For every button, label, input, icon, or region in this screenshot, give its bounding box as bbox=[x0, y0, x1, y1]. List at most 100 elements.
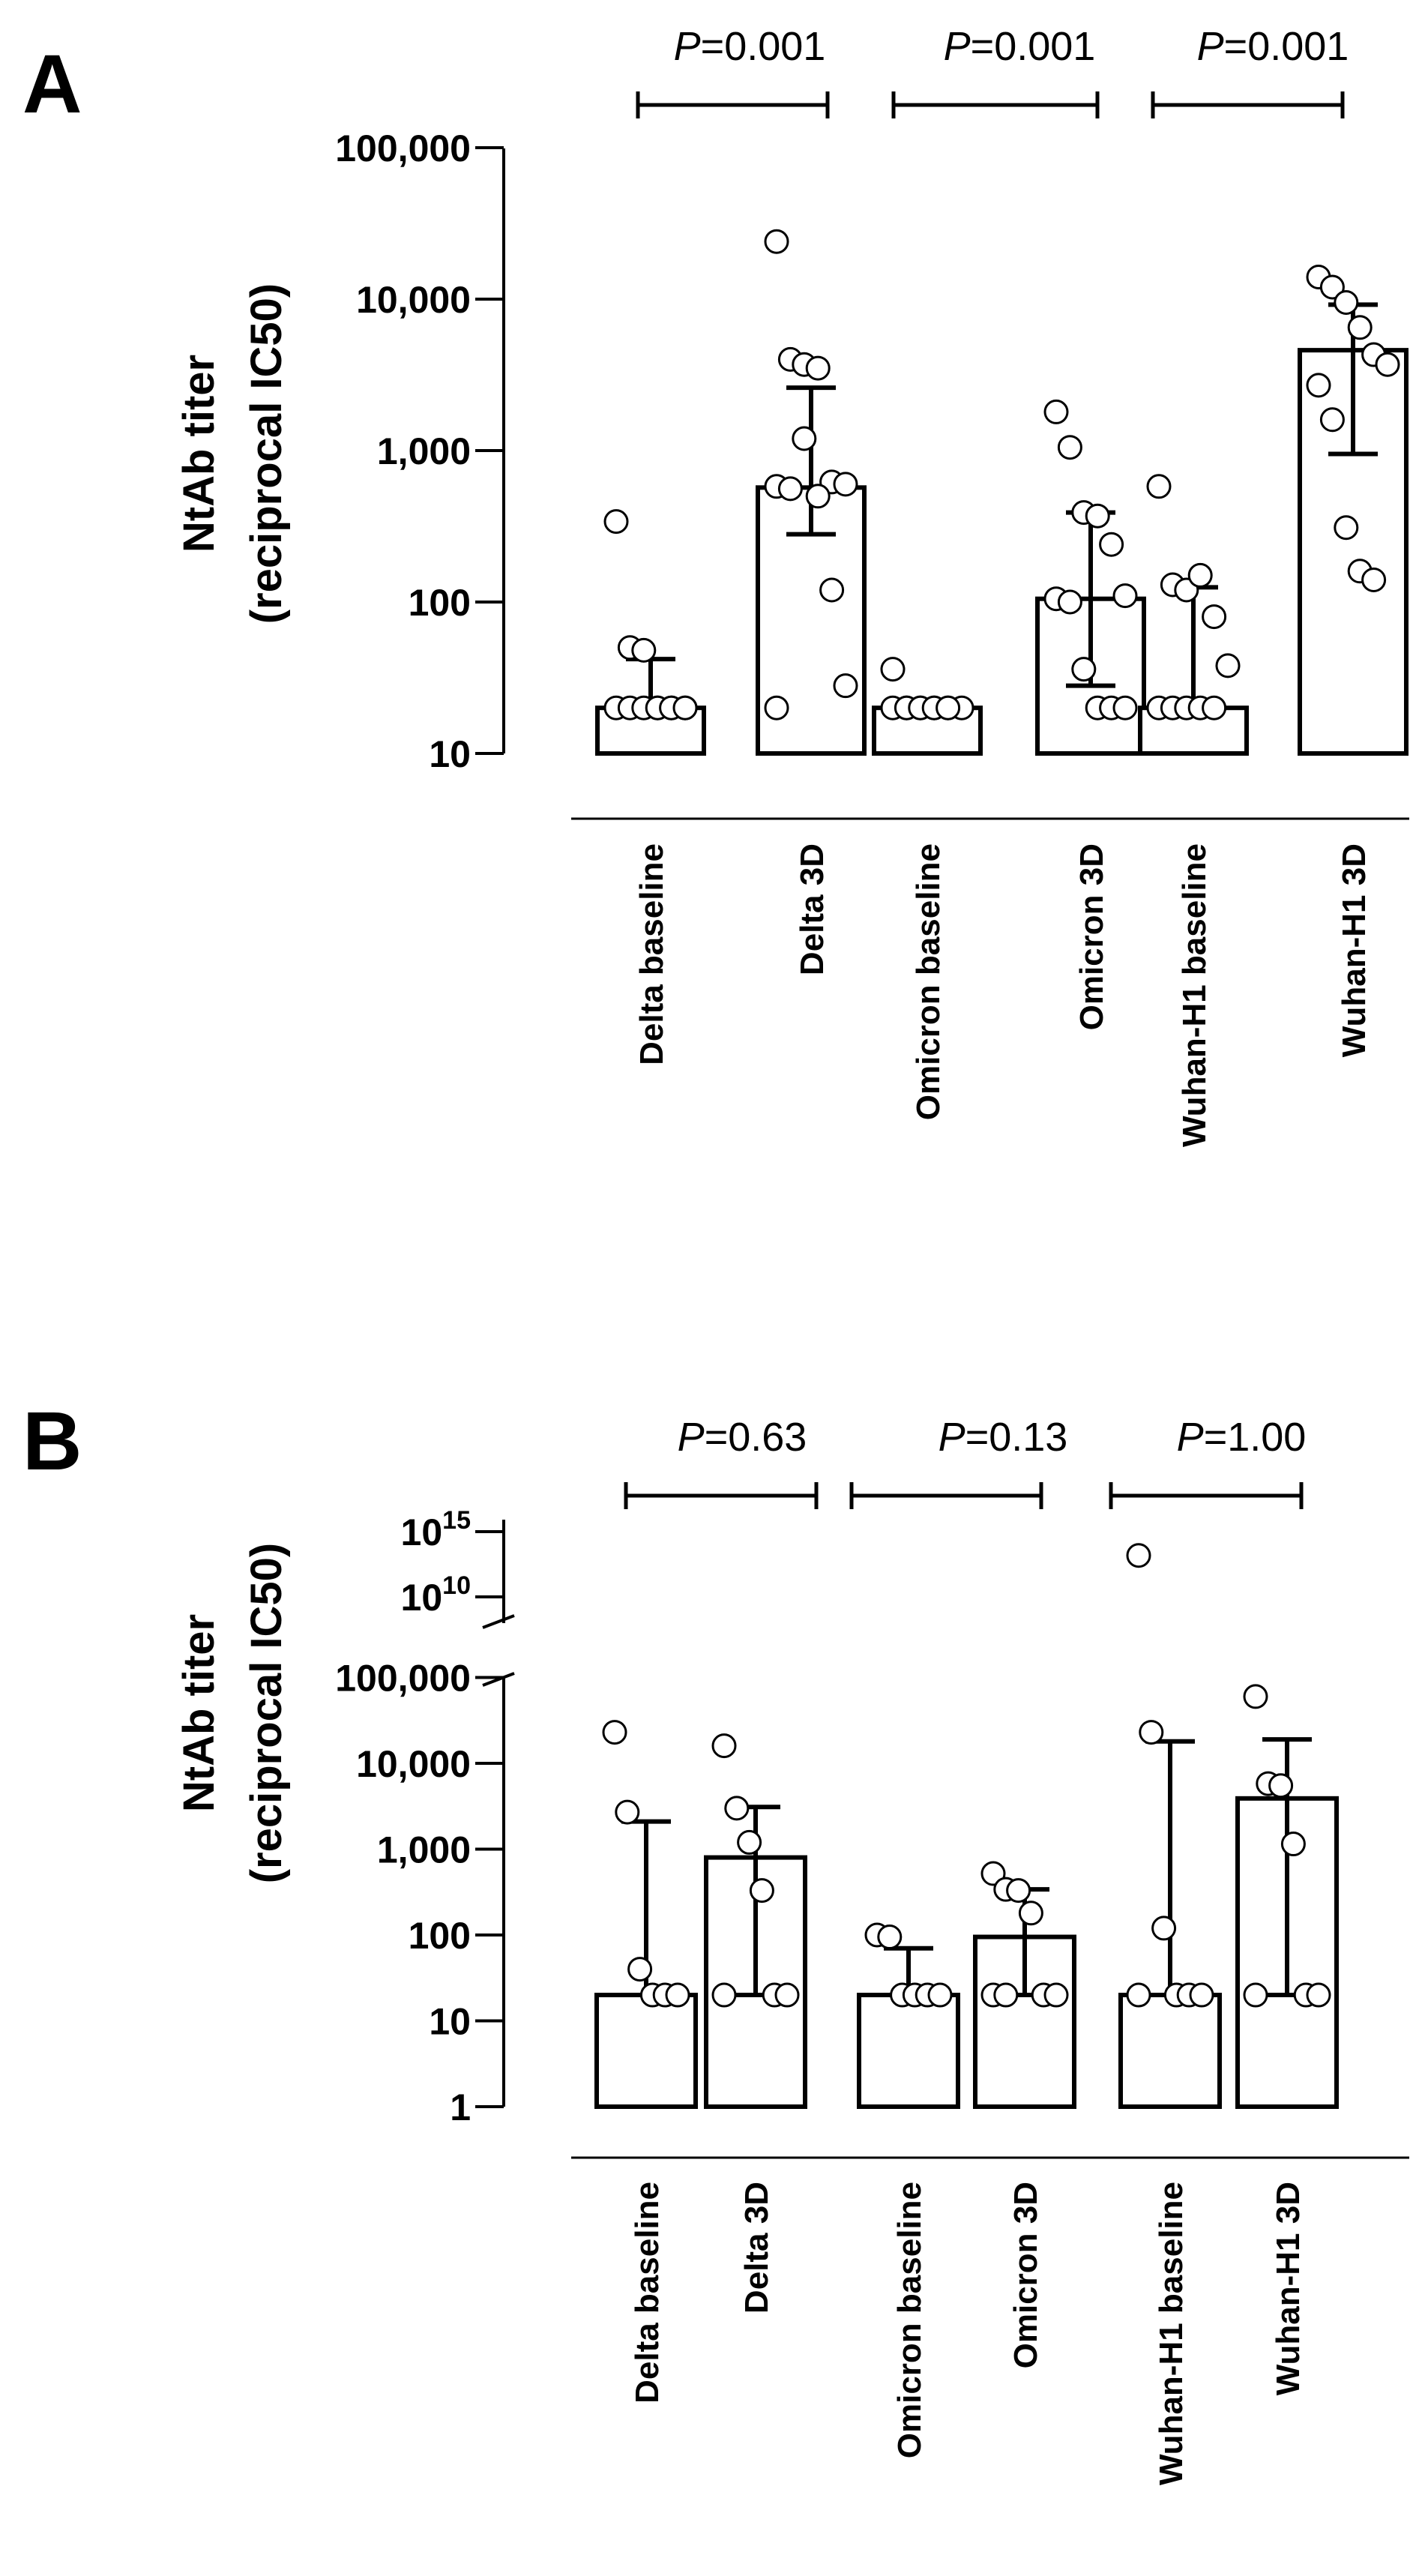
p-value: =0.001 bbox=[1224, 24, 1349, 69]
data-point bbox=[764, 229, 789, 254]
data-point bbox=[1189, 1982, 1214, 2008]
data-point bbox=[1306, 1982, 1331, 2008]
data-point bbox=[737, 1829, 762, 1855]
data-point bbox=[774, 1982, 800, 2008]
y-tick-label: 1,000 bbox=[377, 430, 471, 472]
data-point bbox=[1139, 1720, 1164, 1745]
p-value-label: P=0.63 bbox=[678, 1415, 807, 1460]
data-point bbox=[1071, 657, 1097, 682]
tick-base: 10 bbox=[401, 1511, 443, 1553]
y-axis-title-line1: NtAb titer bbox=[175, 1614, 223, 1812]
data-point bbox=[1202, 695, 1227, 720]
data-point bbox=[1334, 289, 1359, 315]
data-point bbox=[672, 695, 698, 720]
p-value: =1.00 bbox=[1204, 1415, 1307, 1460]
data-point bbox=[711, 1733, 737, 1759]
p-value: =0.001 bbox=[701, 24, 826, 69]
bar-2 bbox=[857, 1993, 960, 2109]
data-point bbox=[1043, 1982, 1069, 2008]
data-point bbox=[627, 1957, 653, 1982]
panel-B: B NtAb titer (reciprocal IC50) 1 10 100 1,000 1… bbox=[22, 1395, 1409, 2485]
data-point bbox=[749, 1878, 774, 1904]
data-point bbox=[1187, 562, 1213, 588]
y-tick-label: 1,000 bbox=[377, 1829, 471, 1871]
p-symbol: P bbox=[678, 1415, 705, 1460]
data-point bbox=[1126, 1543, 1151, 1568]
category-label: Wuhan-H1 baseline bbox=[1153, 2182, 1190, 2485]
data-point bbox=[777, 476, 803, 502]
data-point bbox=[880, 657, 906, 682]
category-label: Delta 3D bbox=[794, 843, 831, 975]
panel-A: A NtAb titer (reciprocal IC50) 10 100 1,000 10… bbox=[22, 24, 1409, 1147]
data-point bbox=[1146, 474, 1172, 499]
p-symbol: P bbox=[1177, 1415, 1204, 1460]
y-tick-label: 1 bbox=[450, 2086, 471, 2128]
y-axis-title-line1: NtAb titer bbox=[175, 355, 223, 553]
data-point bbox=[1319, 407, 1345, 433]
category-label: Omicron baseline bbox=[910, 843, 947, 1120]
y-tick-label: 10,000 bbox=[356, 1743, 471, 1785]
y-tick-label: 10 bbox=[429, 2001, 471, 2043]
data-point bbox=[724, 1796, 750, 1821]
y-tick-label: 100 bbox=[409, 1915, 471, 1957]
data-point bbox=[603, 509, 629, 535]
data-point bbox=[1319, 274, 1345, 300]
p-value: =0.13 bbox=[965, 1415, 1068, 1460]
p-symbol: P bbox=[674, 24, 701, 69]
data-point bbox=[1018, 1901, 1043, 1926]
category-label: Wuhan-H1 3D bbox=[1270, 2182, 1307, 2395]
data-point bbox=[1099, 532, 1124, 557]
bar-0 bbox=[594, 1993, 698, 2109]
data-point bbox=[927, 1982, 953, 2008]
p-value-label: P=0.001 bbox=[674, 24, 826, 69]
data-point bbox=[833, 673, 858, 699]
y-axis-title-line2: (reciprocal IC50) bbox=[242, 1543, 291, 1884]
data-point bbox=[1202, 604, 1227, 630]
bar-4 bbox=[1118, 1993, 1222, 2109]
data-point bbox=[819, 577, 845, 603]
data-point bbox=[1112, 695, 1138, 720]
p-value-label: P=0.13 bbox=[939, 1415, 1068, 1460]
p-symbol: P bbox=[939, 1415, 965, 1460]
p-value: =0.63 bbox=[705, 1415, 807, 1460]
data-point bbox=[665, 1982, 690, 2008]
p-symbol: P bbox=[944, 24, 971, 69]
tick-exponent: 10 bbox=[442, 1571, 471, 1600]
category-label: Omicron 3D bbox=[1073, 843, 1110, 1030]
axis-break-mark bbox=[482, 1614, 515, 1629]
data-point bbox=[833, 472, 858, 497]
data-point bbox=[764, 695, 789, 720]
data-point bbox=[711, 1982, 737, 2008]
y-axis-title-A: NtAb titer (reciprocal IC50) bbox=[175, 283, 291, 625]
data-point bbox=[1306, 373, 1331, 398]
data-point bbox=[805, 484, 831, 509]
data-point bbox=[1057, 589, 1082, 615]
y-tick-label: 10,000 bbox=[356, 279, 471, 321]
y-tick-label: 1010 bbox=[401, 1571, 471, 1619]
tick-base: 10 bbox=[401, 1577, 443, 1619]
category-label: Omicron baseline bbox=[891, 2182, 928, 2458]
y-tick-label: 100,000 bbox=[335, 1658, 471, 1700]
y-axis-title-line2: (reciprocal IC50) bbox=[242, 283, 291, 625]
data-point bbox=[1057, 435, 1082, 460]
category-label: Wuhan-H1 3D bbox=[1336, 843, 1373, 1057]
data-point bbox=[1280, 1832, 1306, 1857]
data-point bbox=[615, 1799, 640, 1825]
data-point bbox=[993, 1982, 1019, 2008]
data-point bbox=[1347, 315, 1373, 340]
data-point bbox=[1215, 653, 1241, 678]
p-value-label: P=0.001 bbox=[1197, 24, 1349, 69]
p-value-label: P=1.00 bbox=[1177, 1415, 1307, 1460]
y-tick-label: 1015 bbox=[401, 1506, 471, 1553]
y-tick-label: 100 bbox=[409, 582, 471, 624]
panel-letter-A: A bbox=[22, 38, 82, 130]
p-value-label: P=0.001 bbox=[944, 24, 1096, 69]
data-point bbox=[1126, 1982, 1151, 2008]
tick-exponent: 15 bbox=[442, 1506, 471, 1535]
y-tick-label: 10 bbox=[429, 733, 471, 775]
data-point bbox=[936, 695, 961, 720]
data-point bbox=[792, 426, 817, 451]
data-point bbox=[1151, 1916, 1177, 1941]
data-point bbox=[877, 1925, 903, 1950]
